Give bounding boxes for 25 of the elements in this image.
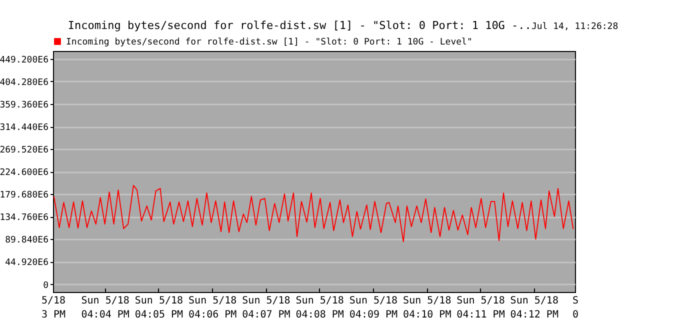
x-tick-label: Sun 5/18 04:06 PM xyxy=(188,296,237,320)
y-tick-label: 134.760E6 xyxy=(0,213,48,224)
x-tick-label: Sun 5/18 04:07 PM xyxy=(242,296,290,320)
y-tick-label: 179.680E6 xyxy=(0,190,48,201)
y-tick-label: 449.200E6 xyxy=(0,55,48,66)
y-tick-label: 0 xyxy=(43,280,48,291)
y-tick-label: 314.440E6 xyxy=(0,123,48,134)
x-tick-label: 5/18 3 PM xyxy=(41,296,66,320)
y-tick-label: 269.520E6 xyxy=(0,146,48,156)
y-tick-label: 44.920E6 xyxy=(5,258,48,268)
x-tick-label: Sun 5/18 04:12 PM xyxy=(510,296,558,320)
y-tick-label: 224.600E6 xyxy=(0,168,48,178)
x-tick-label: Sun 5/18 04:05 PM xyxy=(134,296,184,320)
legend-label: Incoming bytes/second for rolfe-dist.sw [1] - "Slot: 0 Port: 1 10G - Level" xyxy=(66,38,472,48)
text: Jul 14, 11:26:28 xyxy=(531,22,618,32)
x-tick-label: Sun 5/18 04:09 PM xyxy=(349,296,398,320)
x-tick-label: Sun 5/18 04:04 PM xyxy=(81,296,130,320)
x-tick-label: S 0 xyxy=(572,296,579,320)
x-tick-label: Sun 5/18 04:10 PM xyxy=(403,296,452,320)
x-tick-label: Sun 5/18 04:11 PM xyxy=(456,296,505,320)
y-tick-label: 359.360E6 xyxy=(0,100,48,110)
x-tick-label: Sun 5/18 04:08 PM xyxy=(296,296,344,320)
y-tick-label: 404.280E6 xyxy=(0,78,48,88)
y-tick-label: 89.840E6 xyxy=(5,236,48,246)
chart-title: Incoming bytes/second for rolfe-dist.sw [1] - "Slot: 0 Port: 1 10G -.. xyxy=(68,19,532,32)
